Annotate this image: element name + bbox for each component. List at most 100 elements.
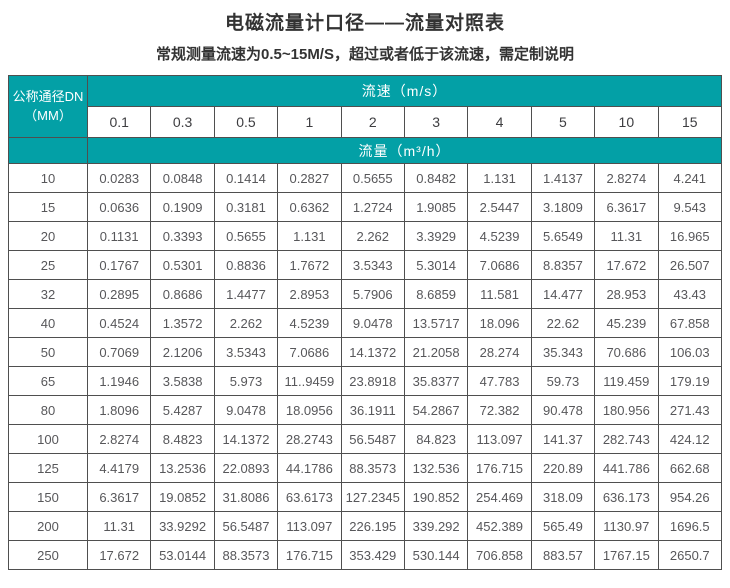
speed-group-row: 公称通径DN （MM） 流速（m/s） <box>8 75 722 138</box>
flow-value-cell: 565.49 <box>530 511 596 541</box>
dn-cell: 25 <box>8 250 88 280</box>
flow-value-cell: 59.73 <box>530 366 596 396</box>
flow-value-cell: 2.262 <box>213 308 279 338</box>
flow-value-cell: 1.3572 <box>150 308 215 338</box>
flow-value-cell: 35.343 <box>530 337 596 367</box>
flow-value-cell: 56.5487 <box>213 511 279 541</box>
flow-value-cell: 176.715 <box>277 540 342 570</box>
speed-value-header: 0.1 <box>86 106 152 138</box>
dn-cell: 50 <box>8 337 88 367</box>
flow-value-cell: 6.3617 <box>594 192 659 222</box>
dn-cell: 250 <box>8 540 88 570</box>
flow-value-cell: 33.9292 <box>150 511 215 541</box>
flow-value-cell: 3.1809 <box>530 192 596 222</box>
flow-value-cell: 0.1767 <box>86 250 152 280</box>
flow-value-cell: 0.1131 <box>86 221 152 251</box>
speed-value-header: 10 <box>594 106 659 138</box>
table-row: 25 0.1767 0.5301 0.8836 1.7672 3.5343 5.3014 7.… <box>8 250 723 280</box>
flow-value-cell: 44.1786 <box>277 453 342 483</box>
flow-value-cell: 452.389 <box>467 511 532 541</box>
flow-value-cell: 0.8836 <box>213 250 279 280</box>
table-row: 125 4.4179 13.2536 22.0893 44.1786 88.3573 132… <box>8 453 723 483</box>
flow-value-cell: 88.3573 <box>340 453 405 483</box>
table-row: 20 0.1131 0.3393 0.5655 1.131 2.262 3.3929 4.52… <box>8 221 723 251</box>
flow-value-cell: 14.477 <box>530 279 596 309</box>
flow-value-cell: 1.8096 <box>86 395 152 425</box>
speed-value-header: 2 <box>340 106 405 138</box>
flow-value-cell: 179.19 <box>657 366 723 396</box>
flow-value-cell: 88.3573 <box>213 540 279 570</box>
flow-value-cell: 339.292 <box>403 511 469 541</box>
flow-value-cell: 1.131 <box>467 163 532 193</box>
speed-value-header: 1 <box>277 106 342 138</box>
flow-value-cell: 4.5239 <box>277 308 342 338</box>
table-header: 公称通径DN （MM） 流速（m/s） 0.1 0.3 0.5 1 2 3 4 5 10 15 流… <box>8 75 723 164</box>
flow-value-cell: 0.3181 <box>213 192 279 222</box>
flow-value-cell: 13.5717 <box>403 308 469 338</box>
flow-value-cell: 636.173 <box>594 482 659 512</box>
speed-value-header: 4 <box>467 106 532 138</box>
dn-cell: 100 <box>8 424 88 454</box>
flow-value-cell: 271.43 <box>657 395 723 425</box>
flow-value-cell: 5.4287 <box>150 395 215 425</box>
flow-value-cell: 441.786 <box>594 453 659 483</box>
flow-value-cell: 5.7906 <box>340 279 405 309</box>
flow-value-cell: 176.715 <box>467 453 532 483</box>
flow-value-cell: 6.3617 <box>86 482 152 512</box>
flow-value-cell: 0.6362 <box>277 192 342 222</box>
flow-value-cell: 0.5655 <box>213 221 279 251</box>
flow-value-cell: 3.3929 <box>403 221 469 251</box>
flow-value-cell: 9.543 <box>657 192 723 222</box>
corner-header: 公称通径DN （MM） <box>8 75 88 138</box>
table-row: 40 0.4524 1.3572 2.262 4.5239 9.0478 13.5717 18… <box>8 308 723 338</box>
flow-value-cell: 5.3014 <box>403 250 469 280</box>
flow-value-cell: 113.097 <box>467 424 532 454</box>
flow-value-cell: 53.0144 <box>150 540 215 570</box>
flow-value-cell: 0.0283 <box>86 163 152 193</box>
flow-value-cell: 19.0852 <box>150 482 215 512</box>
flow-value-cell: 0.0848 <box>150 163 215 193</box>
table-row: 250 17.672 53.0144 88.3573 176.715 353.429 530… <box>8 540 723 570</box>
flow-value-cell: 282.743 <box>594 424 659 454</box>
flow-value-cell: 0.2895 <box>86 279 152 309</box>
flow-value-cell: 2.8953 <box>277 279 342 309</box>
flow-value-cell: 0.3393 <box>150 221 215 251</box>
flow-value-cell: 9.0478 <box>213 395 279 425</box>
flow-value-cell: 26.507 <box>657 250 723 280</box>
speed-values-row: 0.1 0.3 0.5 1 2 3 4 5 10 15 <box>9 106 723 138</box>
flow-value-cell: 1.4477 <box>213 279 279 309</box>
flow-value-cell: 84.823 <box>403 424 469 454</box>
flow-value-cell: 14.1372 <box>340 337 405 367</box>
flow-corner-spacer <box>8 137 88 164</box>
table-row: 50 0.7069 2.1206 3.5343 7.0686 14.1372 21.2058… <box>8 337 723 367</box>
flow-value-cell: 180.956 <box>594 395 659 425</box>
flow-value-cell: 17.672 <box>86 540 152 570</box>
flow-value-cell: 127.2345 <box>340 482 405 512</box>
flow-value-cell: 7.0686 <box>277 337 342 367</box>
flow-value-cell: 63.6173 <box>277 482 342 512</box>
flow-value-cell: 11.31 <box>86 511 152 541</box>
dn-cell: 20 <box>8 221 88 251</box>
flow-value-cell: 13.2536 <box>150 453 215 483</box>
dn-cell: 80 <box>8 395 88 425</box>
flow-value-cell: 2.1206 <box>150 337 215 367</box>
speed-value-header: 3 <box>403 106 469 138</box>
flow-value-cell: 18.0956 <box>277 395 342 425</box>
flow-value-cell: 28.2743 <box>277 424 342 454</box>
flow-value-cell: 0.5301 <box>150 250 215 280</box>
flow-value-cell: 1767.15 <box>594 540 659 570</box>
flow-value-cell: 4.4179 <box>86 453 152 483</box>
flow-value-cell: 883.57 <box>530 540 596 570</box>
flow-value-cell: 67.858 <box>657 308 723 338</box>
flow-value-cell: 1.7672 <box>277 250 342 280</box>
flow-value-cell: 0.1414 <box>213 163 279 193</box>
flow-value-cell: 113.097 <box>277 511 342 541</box>
speed-value-header: 0.5 <box>213 106 279 138</box>
flow-value-cell: 119.459 <box>594 366 659 396</box>
flow-value-cell: 1696.5 <box>657 511 723 541</box>
flow-value-cell: 226.195 <box>340 511 405 541</box>
flow-value-cell: 22.62 <box>530 308 596 338</box>
flow-value-cell: 254.469 <box>467 482 532 512</box>
flow-value-cell: 36.1911 <box>340 395 405 425</box>
dn-cell: 200 <box>8 511 88 541</box>
